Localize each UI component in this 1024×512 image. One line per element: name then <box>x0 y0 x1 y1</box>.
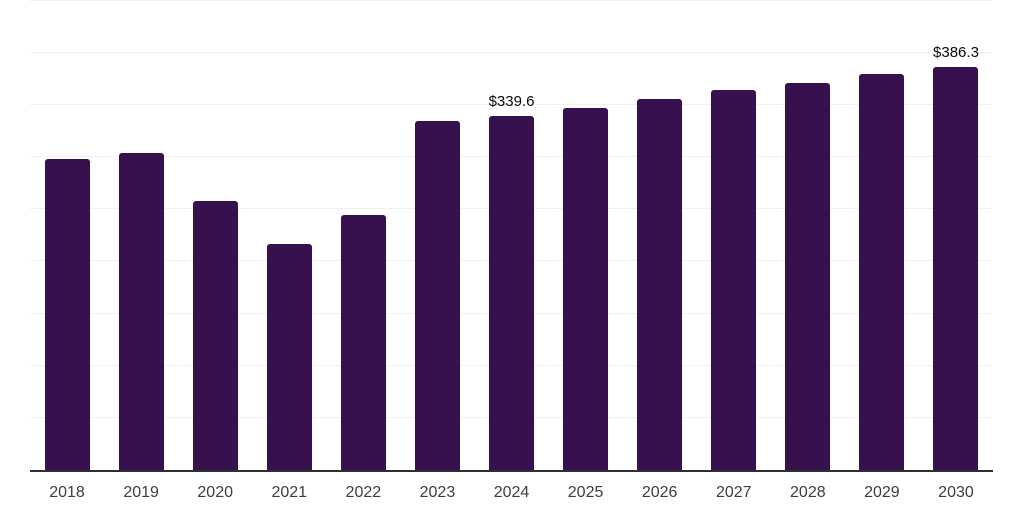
bar-2019[interactable] <box>118 153 164 470</box>
bar-slot-2020 <box>178 0 252 470</box>
bar-slot-2028 <box>771 0 845 470</box>
bars-container: $339.6 $386.3 <box>30 0 993 470</box>
bar-2021[interactable] <box>266 244 312 470</box>
bar-2028[interactable] <box>785 83 831 470</box>
x-axis-line <box>30 470 993 472</box>
bar-slot-2018 <box>30 0 104 470</box>
gridline-450 <box>30 0 993 1</box>
bar-2024[interactable] <box>489 116 534 470</box>
x-tick-2025: 2025 <box>567 484 604 501</box>
x-tick-2028: 2028 <box>790 484 826 501</box>
bar-2027[interactable] <box>711 90 757 470</box>
bar-slot-2025 <box>549 0 623 470</box>
data-label-2030: $386.3 <box>933 44 979 61</box>
bar-slot-2030: $386.3 <box>919 0 993 470</box>
x-axis-tick-labels: 2018 2019 2020 2021 2022 2023 2024 2025 2026 2027… <box>30 482 993 504</box>
bar-2026[interactable] <box>637 99 683 470</box>
x-tick-2018: 2018 <box>49 484 85 501</box>
gridline-400 <box>30 51 993 53</box>
bar-slot-2023 <box>400 0 474 470</box>
x-tick-2022: 2022 <box>345 484 382 501</box>
x-tick-2030: 2030 <box>938 484 974 501</box>
bar-slot-2021 <box>252 0 326 470</box>
x-tick-2020: 2020 <box>197 484 233 501</box>
bar-slot-2022 <box>326 0 400 470</box>
bar-slot-2027 <box>697 0 771 470</box>
bar-2023[interactable] <box>414 121 460 470</box>
bar-2030[interactable] <box>933 67 979 470</box>
x-tick-2023: 2023 <box>419 484 456 501</box>
data-label-2024: $339.6 <box>488 93 535 110</box>
bar-2022[interactable] <box>340 215 386 470</box>
bar-2020[interactable] <box>192 201 238 470</box>
x-tick-2024: 2024 <box>493 484 530 501</box>
bar-slot-2024: $339.6 <box>474 0 548 470</box>
x-tick-2021: 2021 <box>271 484 308 501</box>
gridline-350 <box>30 104 993 105</box>
bar-slot-2029 <box>845 0 919 470</box>
plot-area: $339.6 $386.3 <box>30 0 993 472</box>
bar-2025[interactable] <box>563 108 609 470</box>
x-tick-2029: 2029 <box>864 484 900 501</box>
bar-2018[interactable] <box>44 159 90 470</box>
x-tick-2027: 2027 <box>715 484 752 501</box>
bar-2029[interactable] <box>859 74 905 470</box>
bar-slot-2019 <box>104 0 178 470</box>
bar-slot-2026 <box>623 0 697 470</box>
x-tick-2019: 2019 <box>123 484 159 501</box>
x-tick-2026: 2026 <box>641 484 678 501</box>
